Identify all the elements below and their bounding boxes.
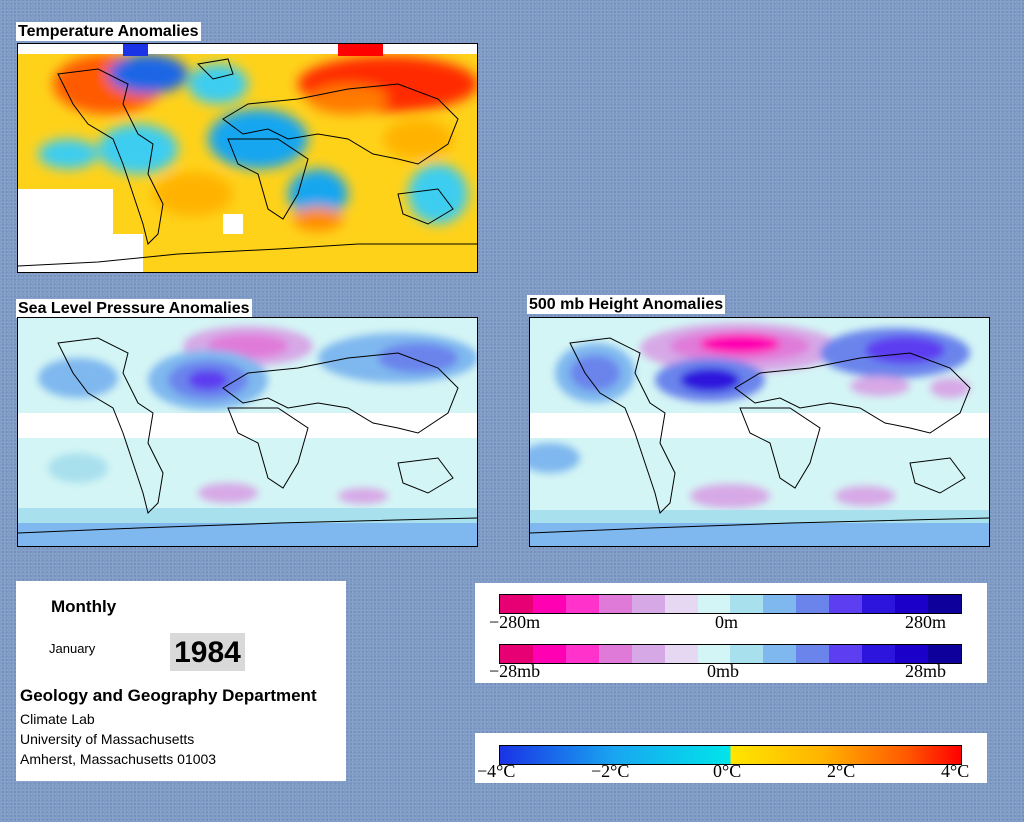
- colorbar-swatch: [895, 645, 928, 663]
- colorbar-swatch: [730, 595, 764, 613]
- temperature-anomaly-map: [17, 43, 478, 273]
- colorbar-swatch: [763, 645, 797, 663]
- colorbar-swatch: [565, 595, 599, 613]
- pressure-min-label: −28mb: [489, 661, 541, 681]
- slp-anomaly-map: [17, 317, 478, 547]
- slp-panel-title: Sea Level Pressure Anomalies: [16, 299, 252, 318]
- colorbar-swatch: [631, 645, 665, 663]
- department-name: Geology and Geography Department: [20, 686, 317, 705]
- colorbar-swatch: [862, 595, 896, 613]
- colorbar-swatch: [631, 595, 665, 613]
- pressure-max-label: 28mb: [905, 661, 947, 681]
- colorbar-swatch: [829, 645, 863, 663]
- colorbar-swatch: [927, 595, 961, 613]
- colorbar-swatch: [697, 645, 731, 663]
- colorbar-swatch: [829, 595, 863, 613]
- height-max-label: 280m: [905, 612, 947, 632]
- height-min-label: −280m: [489, 612, 541, 632]
- height500-panel-title: 500 mb Height Anomalies: [527, 295, 726, 314]
- height-center-label: 0m: [715, 612, 739, 632]
- colorbar-swatch: [532, 645, 566, 663]
- temp-tick-0: 0°C: [713, 761, 742, 781]
- temp-tick-minus4: −4°C: [477, 761, 516, 781]
- address-line: Amherst, Massachusetts 01003: [20, 751, 217, 767]
- colorbar-swatch: [763, 595, 797, 613]
- height500-map-graphic: [530, 318, 989, 546]
- temperature-colorbar: [499, 745, 962, 765]
- colorbar-swatch: [664, 595, 698, 613]
- colorbar-swatch: [730, 645, 764, 663]
- colorbar-swatch: [697, 595, 731, 613]
- university-name: University of Massachusetts: [20, 731, 195, 747]
- pressure-colorbar: [499, 644, 962, 664]
- slp-map-graphic: [18, 318, 477, 546]
- colorbar-swatch: [598, 645, 632, 663]
- colorbar-swatch: [664, 645, 698, 663]
- colorbar-swatch: [796, 645, 830, 663]
- colorbar-swatch: [862, 645, 896, 663]
- anomaly-legend: −280m 0m 280m −28mb 0mb 28mb: [475, 583, 987, 683]
- colorbar-swatch: [532, 595, 566, 613]
- colorbar-swatch: [500, 645, 533, 663]
- temp-tick-4: 4°C: [941, 761, 970, 781]
- height500-anomaly-map: [529, 317, 990, 547]
- year-display: 1984: [170, 633, 245, 671]
- pressure-center-label: 0mb: [707, 661, 740, 681]
- colorbar-swatch: [796, 595, 830, 613]
- temperature-map-graphic: [18, 44, 477, 272]
- height-colorbar: [499, 594, 962, 614]
- lab-name: Climate Lab: [20, 711, 95, 727]
- colorbar-swatch: [927, 645, 961, 663]
- temperature-legend: −4°C −2°C 0°C 2°C 4°C: [475, 733, 987, 783]
- period-label: Monthly: [51, 597, 117, 616]
- temp-tick-2: 2°C: [827, 761, 856, 781]
- colorbar-swatch: [500, 595, 533, 613]
- month-label: January: [49, 641, 96, 656]
- colorbar-swatch: [895, 595, 928, 613]
- colorbar-swatch: [565, 645, 599, 663]
- temperature-panel-title: Temperature Anomalies: [16, 22, 201, 41]
- temp-tick-minus2: −2°C: [591, 761, 630, 781]
- info-box: Monthly January 1984 Geology and Geograp…: [16, 581, 346, 781]
- colorbar-swatch: [598, 595, 632, 613]
